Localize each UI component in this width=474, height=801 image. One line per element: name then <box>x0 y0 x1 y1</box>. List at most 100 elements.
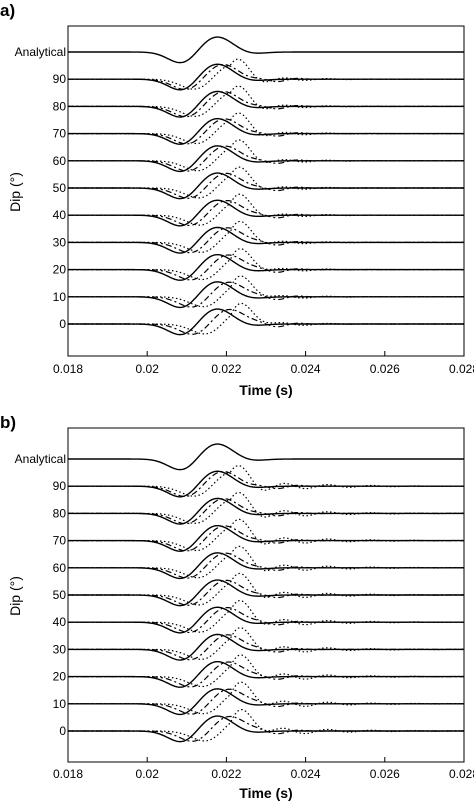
panel-a-trace-solid-line <box>68 117 464 145</box>
panel-a-trace-dotted-line <box>68 248 464 281</box>
panel-b-trace-label: 20 <box>53 670 67 684</box>
panel-a-trace-dotted-line <box>68 112 464 145</box>
panel-b-trace-dotted-line <box>68 599 465 633</box>
panel-a-trace-dashed-line <box>68 91 464 118</box>
panel-a-x-tick-label: 0.018 <box>53 362 83 376</box>
panel-b-trace-dashed-line <box>68 661 464 688</box>
panel-a-trace-dashed-line <box>68 199 464 227</box>
panel-b-trace-solid-line <box>68 606 464 634</box>
panel-a-y-axis-label: Dip (°) <box>7 172 23 212</box>
panel-b-trace-dashed-line <box>68 525 464 552</box>
panel-b-trace-dotted-line <box>68 572 465 606</box>
panel-a-trace-solid-line <box>68 308 464 336</box>
panel-b-trace-dotted-line <box>68 465 465 497</box>
panel-a-x-tick-label: 0.028 <box>449 362 474 376</box>
panel-a-trace-dotted-line <box>68 193 464 226</box>
panel-b-trace-solid-line <box>68 660 464 688</box>
panel-b-trace-dotted-line <box>68 518 465 552</box>
panel-b-trace-label: 80 <box>53 506 67 520</box>
panel-b: b) 0.018 0.02 0.022 0.024 0.026 0.028 Analyti… <box>0 413 474 801</box>
panel-a-trace-dotted-line <box>68 85 464 117</box>
panel-b-trace-dashed-line <box>68 688 464 715</box>
panel-a-trace-solid-line <box>68 281 464 309</box>
panel-b-trace-solid-line <box>68 470 464 498</box>
panel-a-trace-dotted-line <box>68 58 464 90</box>
panel-a-trace-label: 30 <box>53 235 67 249</box>
panel-b-trace-solid-line <box>68 443 464 471</box>
panel-a-trace-solid-line <box>68 199 464 227</box>
panel-a-trace-label: 70 <box>53 127 67 141</box>
panel-b-trace-label: 50 <box>53 588 67 602</box>
panel-a-trace-dashed-line <box>68 145 464 172</box>
panel-a-trace-label: 60 <box>53 154 67 168</box>
panel-a-trace-label: 80 <box>53 99 67 113</box>
panel-a-trace-dotted-line <box>68 302 464 335</box>
panel-a-trace-label: 10 <box>53 290 67 304</box>
panel-b-x-tick-label: 0.028 <box>449 767 474 781</box>
panel-b-x-tick-label: 0.026 <box>370 767 400 781</box>
panel-b-trace-dotted-line <box>68 545 465 579</box>
panel-a-trace-solid-line <box>68 36 464 64</box>
panel-b-label: b) <box>0 413 16 432</box>
panel-b-trace-label: 30 <box>53 642 67 656</box>
panel-a-trace-dotted-line <box>68 275 464 308</box>
panel-a-trace-solid-line <box>68 172 464 200</box>
panel-a-trace-solid-line <box>68 63 464 91</box>
panel-b-trace-solid-line <box>68 633 464 661</box>
panel-b-y-axis-label: Dip (°) <box>7 576 23 616</box>
panel-b-trace-solid-line <box>68 688 464 716</box>
panel-b-trace-solid-line <box>68 552 464 580</box>
panel-b-trace-solid-line <box>68 524 464 552</box>
panel-b-trace-label: 40 <box>53 615 67 629</box>
panel-b-trace-dashed-line <box>68 606 464 634</box>
panel-a-trace-dashed-line <box>68 281 464 308</box>
panel-a-x-tick-label: 0.024 <box>291 362 321 376</box>
panel-a-x-tick-label: 0.026 <box>370 362 400 376</box>
panel-b-trace-label: 90 <box>53 479 67 493</box>
panel-a-plot-frame <box>67 25 465 357</box>
panel-a-trace-dashed-line <box>68 118 464 145</box>
panel-a-label: a) <box>0 1 15 20</box>
panel-b-trace-dotted-line <box>68 708 465 742</box>
panel-a-trace-label: 20 <box>53 263 67 277</box>
panel-a: a) 0.018 0.02 0.022 0.024 0.026 0.028 Analyti… <box>0 1 474 398</box>
panel-b-x-tick-label: 0.024 <box>291 767 321 781</box>
panel-a-trace-solid-line <box>68 90 464 118</box>
panel-b-x-tick-label: 0.018 <box>53 767 83 781</box>
panel-b-x-tick-label: 0.022 <box>211 767 241 781</box>
panel-a-trace-solid-line <box>68 226 464 254</box>
panel-a-trace-dashed-line <box>68 308 464 335</box>
panel-b-x-tick-label: 0.02 <box>136 767 160 781</box>
panel-a-trace-dotted-line <box>68 166 464 199</box>
panel-b-trace-dotted-line <box>68 491 465 524</box>
panel-a-x-axis-label: Time (s) <box>239 382 292 398</box>
panel-b-trace-dashed-line <box>68 552 464 579</box>
panel-b-trace-label: 70 <box>53 534 67 548</box>
panel-b-trace-dashed-line <box>68 579 464 606</box>
panel-b-trace-dashed-line <box>68 715 464 742</box>
panel-a-x-tick-label: 0.022 <box>211 362 241 376</box>
panel-a-trace-label: 40 <box>53 208 67 222</box>
panel-b-trace-solid-line <box>68 579 464 607</box>
panel-b-trace-dashed-line <box>68 470 464 498</box>
panel-a-trace-solid-line <box>68 253 464 281</box>
panel-b-trace-dotted-line <box>68 654 465 688</box>
panel-a-trace-dashed-line <box>68 63 464 91</box>
panel-a-trace-label: Analytical <box>15 45 66 59</box>
panel-a-trace-dotted-line <box>68 139 464 172</box>
panel-b-trace-dotted-line <box>68 627 465 660</box>
panel-a-trace-label: 50 <box>53 181 67 195</box>
panel-b-x-axis-label: Time (s) <box>239 785 292 801</box>
panel-b-trace-solid-line <box>68 715 464 743</box>
panel-b-trace-dotted-line <box>68 681 465 715</box>
panel-b-trace-solid-line <box>68 497 464 525</box>
panel-a-trace-dashed-line <box>68 172 464 199</box>
panel-b-trace-label: Analytical <box>15 452 66 466</box>
panel-a-trace-dashed-line <box>68 227 464 254</box>
panel-a-trace-solid-line <box>68 145 464 173</box>
panel-b-trace-dashed-line <box>68 498 464 525</box>
panel-b-trace-dashed-line <box>68 634 464 661</box>
panel-a-trace-dashed-line <box>68 254 464 281</box>
panel-a-trace-label: 90 <box>53 72 67 86</box>
